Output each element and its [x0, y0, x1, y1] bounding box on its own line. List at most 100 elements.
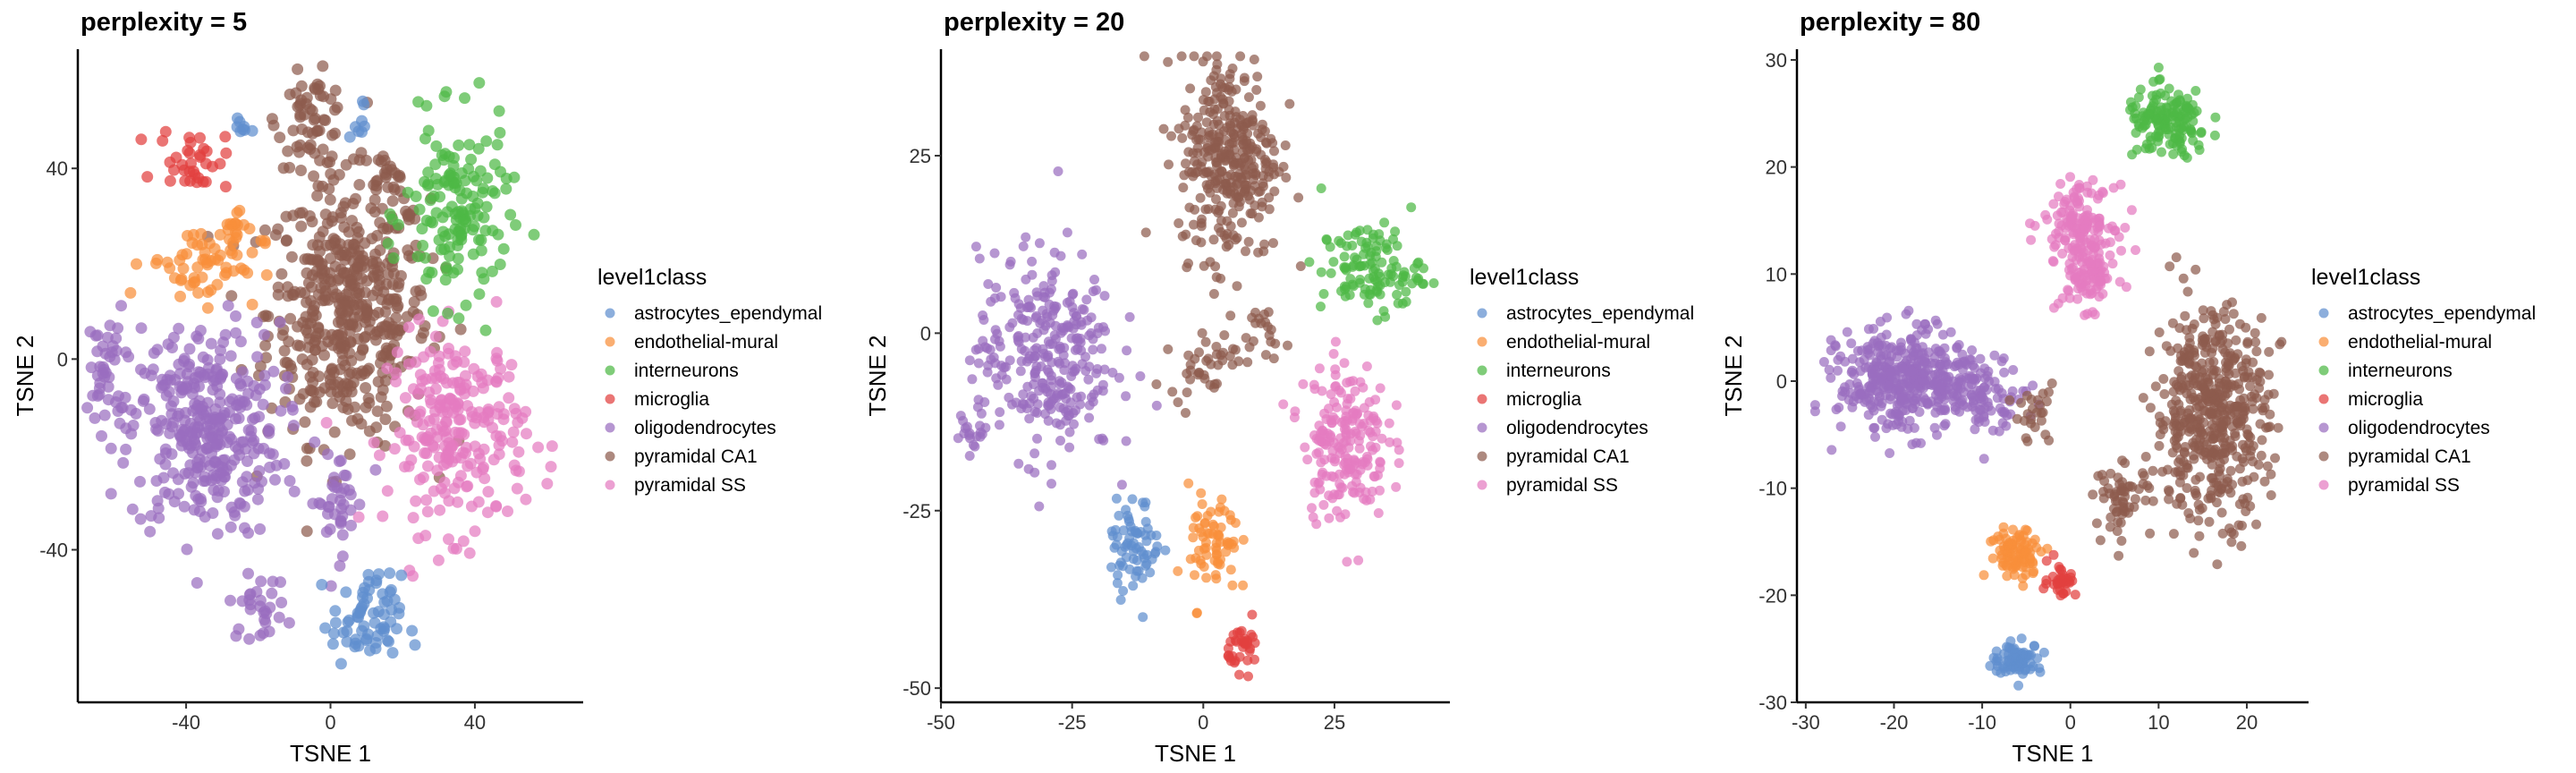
data-point	[2224, 324, 2234, 335]
data-point	[512, 416, 524, 429]
data-point	[1379, 217, 1390, 228]
data-point	[392, 218, 404, 231]
y-tick-label: 30	[1766, 49, 1787, 72]
data-point	[318, 90, 330, 103]
data-point	[337, 402, 350, 413]
data-point	[1242, 191, 1253, 201]
data-point	[110, 396, 122, 408]
data-point	[2275, 339, 2285, 350]
data-point	[296, 353, 309, 365]
data-point	[1199, 147, 1209, 157]
data-point	[1199, 518, 1210, 529]
data-point	[247, 413, 258, 426]
data-point	[2225, 465, 2236, 476]
data-point	[428, 441, 441, 454]
data-point	[1994, 426, 2004, 437]
data-point	[481, 172, 494, 184]
data-point	[196, 271, 208, 284]
data-point	[2248, 357, 2258, 368]
data-point	[145, 370, 157, 382]
data-point	[318, 349, 330, 361]
data-point	[2226, 537, 2237, 548]
data-point	[449, 426, 462, 438]
data-point	[1324, 513, 1335, 523]
data-point	[284, 359, 297, 371]
data-point	[356, 298, 368, 310]
data-point	[325, 378, 337, 391]
data-point	[1029, 393, 1039, 403]
data-point	[251, 351, 264, 363]
data-point	[234, 336, 247, 348]
data-point	[2048, 302, 2059, 313]
legend-key	[2318, 480, 2329, 490]
data-point	[2036, 547, 2046, 557]
legend-title: level1class	[597, 265, 707, 290]
data-point	[2158, 374, 2169, 384]
data-point	[1038, 348, 1049, 359]
data-point	[1032, 433, 1042, 444]
legend-key	[1477, 480, 1487, 490]
data-point	[1993, 531, 2004, 542]
data-point	[410, 495, 422, 507]
data-point	[99, 347, 112, 360]
data-point	[1863, 410, 1874, 420]
data-point	[532, 441, 545, 454]
data-point	[1010, 293, 1021, 303]
data-point	[2147, 90, 2157, 101]
data-point	[486, 265, 498, 277]
data-point	[2168, 529, 2179, 539]
data-point	[2108, 183, 2119, 193]
data-point	[1911, 330, 1922, 341]
data-point	[1895, 337, 1906, 348]
data-point	[2060, 235, 2071, 246]
data-point	[476, 267, 488, 279]
data-point	[173, 358, 185, 370]
data-point	[490, 500, 503, 512]
data-point	[161, 256, 174, 268]
data-point	[2094, 213, 2105, 224]
data-point	[272, 281, 284, 293]
data-point	[1071, 319, 1081, 330]
data-point	[438, 90, 451, 103]
data-point	[93, 388, 106, 401]
data-point	[377, 510, 389, 522]
data-point	[402, 358, 415, 370]
data-point	[363, 583, 376, 596]
data-point	[1205, 257, 1216, 268]
legend-key	[605, 422, 615, 433]
data-point	[2223, 388, 2233, 398]
legend-key	[2318, 308, 2329, 319]
data-point	[528, 228, 540, 241]
legend-item: astrocytes_ependymal	[605, 303, 822, 324]
data-point	[267, 365, 280, 378]
data-point	[521, 428, 532, 440]
data-point	[1326, 432, 1336, 443]
data-point	[1243, 236, 1254, 247]
data-point	[414, 369, 427, 381]
data-point	[254, 629, 267, 641]
data-point	[1352, 227, 1362, 238]
data-point	[311, 190, 324, 202]
data-point	[124, 286, 137, 299]
data-point	[2072, 293, 2083, 304]
data-point	[466, 406, 478, 418]
data-point	[1289, 412, 1300, 423]
data-point	[431, 464, 444, 477]
data-point	[1190, 570, 1199, 581]
data-point	[181, 248, 193, 260]
data-point	[1076, 345, 1087, 356]
data-point	[1216, 166, 1227, 176]
y-tick-label: -50	[902, 677, 931, 700]
data-point	[403, 406, 416, 419]
data-point	[394, 325, 406, 337]
data-point	[1122, 345, 1132, 356]
data-point	[1084, 412, 1095, 423]
data-point	[2198, 429, 2208, 440]
data-point	[1903, 382, 1914, 393]
data-point	[1001, 374, 1012, 385]
data-point	[326, 362, 338, 375]
data-point	[2240, 443, 2250, 454]
data-point	[1211, 542, 1221, 553]
data-point	[2256, 450, 2267, 461]
data-point	[2172, 107, 2182, 118]
